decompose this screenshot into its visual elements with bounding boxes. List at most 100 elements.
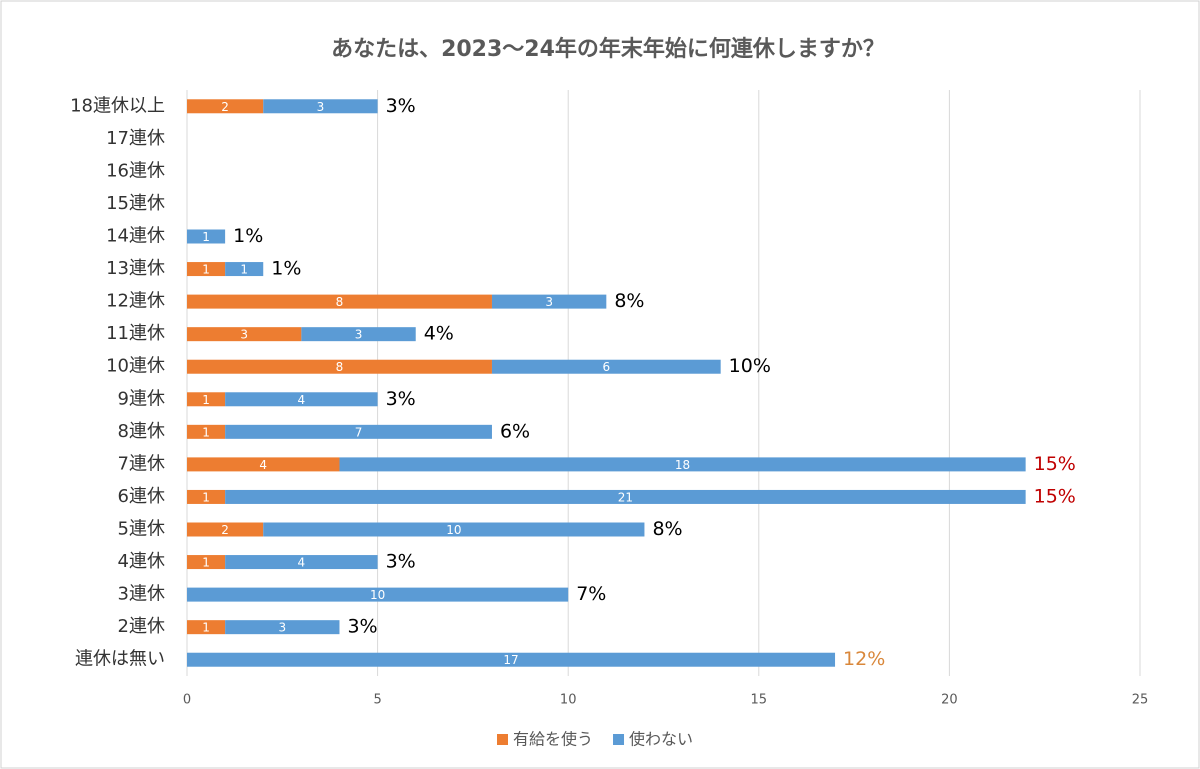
bar-segment (187, 99, 264, 114)
y-tick-label: 18連休以上 (70, 95, 165, 116)
y-tick-label: 8連休 (118, 421, 165, 442)
bar-value-label: 3 (317, 100, 325, 114)
bar-value-label: 6 (602, 360, 610, 374)
legend-swatch (497, 734, 508, 745)
legend-swatch (613, 734, 625, 745)
bar-value-label: 1 (202, 230, 210, 244)
bar-segment (187, 652, 836, 667)
total-label: 8% (614, 290, 644, 312)
bar-value-label: 8 (336, 295, 344, 309)
y-tick-label: 7連休 (118, 453, 165, 474)
y-tick-label: 2連休 (118, 616, 165, 637)
bar-segment (187, 457, 340, 472)
y-tick-label: 9連休 (118, 388, 165, 409)
bar-value-label: 18 (675, 458, 690, 472)
bar-segment (225, 555, 378, 570)
bar-segment (187, 229, 226, 244)
bar-segment (187, 522, 264, 537)
x-tick-label: 5 (373, 693, 381, 708)
bar-value-label: 7 (355, 425, 363, 439)
bar-value-label: 17 (503, 653, 518, 667)
bar-value-label: 1 (202, 490, 210, 504)
y-tick-label: 15連休 (106, 193, 165, 214)
total-label: 15% (1034, 453, 1076, 475)
bar-segment (187, 555, 226, 570)
bar-segment (225, 489, 1026, 504)
bar-value-label: 1 (202, 556, 210, 570)
total-label: 7% (576, 583, 606, 605)
total-label: 10% (729, 355, 771, 377)
x-tick-label: 10 (560, 693, 577, 708)
y-tick-label: 14連休 (106, 226, 165, 247)
bar-segment (339, 457, 1026, 472)
total-label: 3% (347, 616, 377, 638)
total-label: 12% (843, 648, 885, 670)
x-tick-label: 20 (941, 693, 958, 708)
total-label: 1% (271, 258, 301, 280)
bar-value-label: 3 (545, 295, 553, 309)
bar-value-label: 8 (336, 360, 344, 374)
bar-segment (187, 587, 569, 602)
x-tick-label: 0 (183, 693, 191, 708)
x-tick-label: 15 (751, 693, 768, 708)
y-tick-label: 16連休 (106, 160, 165, 181)
bar-segment (301, 327, 416, 342)
y-tick-label: 6連休 (118, 486, 165, 507)
bar-value-label: 21 (618, 490, 633, 504)
chart-title: あなたは、2023～24年の年末年始に何連休しますか？ (331, 36, 885, 62)
y-tick-label: 12連休 (106, 291, 165, 312)
bar-segment (225, 262, 264, 277)
legend-label: 有給を使う (513, 730, 593, 749)
y-tick-label: 10連休 (106, 356, 165, 377)
y-tick-label: 連休は無い (75, 649, 165, 670)
bar-value-label: 3 (240, 328, 248, 342)
total-label: 3% (386, 95, 416, 117)
bar-segment (225, 620, 340, 635)
y-tick-label: 13連休 (106, 258, 165, 279)
y-tick-label: 11連休 (106, 323, 165, 344)
total-label: 3% (386, 388, 416, 410)
total-label: 1% (233, 225, 263, 247)
bar-value-label: 2 (221, 523, 229, 537)
total-label: 6% (500, 420, 530, 442)
legend-label: 使わない (629, 730, 693, 749)
y-tick-label: 4連休 (118, 551, 165, 572)
bar-segment (187, 327, 302, 342)
bar-segment (187, 392, 226, 407)
bar-segment (491, 294, 607, 309)
bar-value-label: 1 (202, 621, 210, 635)
bar-value-label: 1 (240, 263, 248, 277)
bar-segment (187, 424, 226, 439)
bar-segment (187, 262, 226, 277)
bar-value-label: 4 (298, 556, 306, 570)
bar-segment (225, 424, 492, 439)
bar-segment (187, 620, 226, 635)
total-label: 3% (386, 551, 416, 573)
bar-value-label: 1 (202, 263, 210, 277)
x-tick-label: 25 (1132, 693, 1149, 708)
bar-segment (491, 359, 721, 374)
y-tick-label: 17連休 (106, 128, 165, 149)
bar-value-label: 10 (370, 588, 385, 602)
total-label: 8% (652, 518, 682, 540)
y-tick-label: 3連休 (118, 584, 165, 605)
bar-segment (263, 522, 645, 537)
bar-value-label: 3 (355, 328, 363, 342)
bar-value-label: 3 (278, 621, 286, 635)
bar-value-label: 4 (259, 458, 267, 472)
bar-value-label: 1 (202, 425, 210, 439)
bar-segment (187, 359, 492, 374)
bar-value-label: 2 (221, 100, 229, 114)
total-label: 15% (1034, 485, 1076, 507)
bar-segment (225, 392, 378, 407)
bar-value-label: 4 (298, 393, 306, 407)
bar-value-label: 10 (446, 523, 461, 537)
bar-segment (263, 99, 378, 114)
bar-segment (187, 294, 492, 309)
y-tick-label: 5連休 (118, 519, 165, 540)
bar-segment (187, 489, 226, 504)
total-label: 4% (424, 323, 454, 345)
